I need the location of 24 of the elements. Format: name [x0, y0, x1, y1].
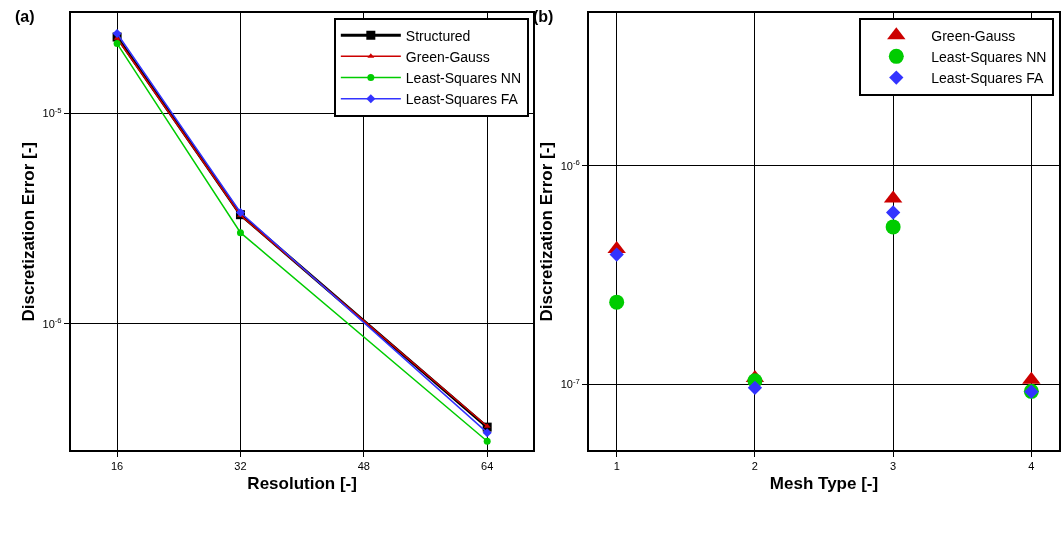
- y-tick-label: 10$^{-5}$: [42, 105, 62, 120]
- x-tick-label: 16: [110, 460, 124, 473]
- x-tick-label: 2: [751, 460, 758, 473]
- legend-label: Green-Gauss: [405, 48, 490, 65]
- y-axis-title: Discretization Error [-]: [536, 141, 556, 322]
- legend-label: Least-Squares FA: [931, 70, 1045, 87]
- x-axis-title: Resolution [-]: [247, 474, 357, 494]
- legend-label: Least-Squares NN: [405, 70, 521, 87]
- y-tick-label: 10$^{-6}$: [42, 315, 62, 330]
- x-tick-label: 1: [613, 460, 620, 473]
- y-tick-label: 10$^{-6}$: [560, 158, 580, 172]
- x-tick-label: 32: [234, 460, 247, 473]
- legend-label: Least-Squares NN: [931, 48, 1047, 65]
- y-tick-label: 10$^{-7}$: [560, 376, 580, 391]
- x-axis-title: Mesh Type [-]: [769, 474, 879, 494]
- chart-title: (a): [15, 8, 35, 25]
- legend-label: Green-Gauss: [931, 27, 1016, 44]
- legend-label: Structured: [405, 27, 471, 44]
- legend-label: Least-Squares FA: [405, 91, 519, 108]
- y-axis-title: Discretization Error [-]: [18, 141, 38, 322]
- x-tick-label: 3: [890, 460, 897, 473]
- x-tick-label: 64: [481, 460, 494, 473]
- x-tick-label: 48: [357, 460, 370, 473]
- x-tick-label: 4: [1028, 460, 1035, 473]
